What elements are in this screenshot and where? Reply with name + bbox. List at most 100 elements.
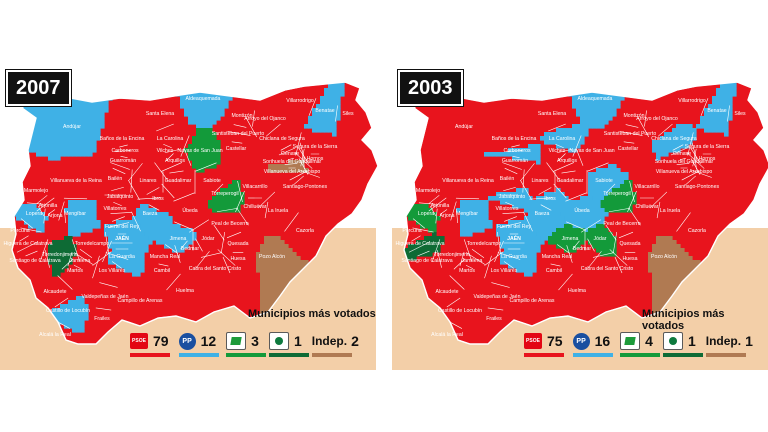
legend-title: Municipios más votados <box>248 308 376 320</box>
municipality-label: Mancha Real <box>150 254 181 260</box>
municipality-label: Arquillos <box>557 158 577 164</box>
municipality-label: Aldeaquemada <box>186 96 221 102</box>
municipality-label: Cabra del Santo Cristo <box>189 266 242 272</box>
municipality-labels: Andújar Baños de la Encina Santa Elena Alde… <box>395 96 746 338</box>
legend-swatch <box>178 353 219 357</box>
municipality-label: Sorihuela del Guadalimar <box>655 159 714 165</box>
municipality-label: Huelma <box>176 288 194 294</box>
municipality-label: Villanueva de la Reina <box>50 178 102 184</box>
indep-label: Indep. <box>705 334 742 348</box>
municipality-label: Martos <box>67 268 83 274</box>
municipality-label: La Iruela <box>268 208 288 214</box>
legend-item-indep: Indep. 2 <box>311 330 359 357</box>
municipality-label: Arjonilla <box>39 203 58 209</box>
municipality-label: Linares <box>531 178 548 184</box>
municipality-label: Arjona <box>440 213 455 219</box>
municipality-label: Vilches <box>157 148 174 154</box>
legend-swatch <box>572 353 613 357</box>
municipality-label: Génave <box>281 151 299 157</box>
municipality-label: Úbeda <box>182 207 197 214</box>
municipality-carolina <box>540 124 589 153</box>
municipality-label: Cambil <box>154 268 170 274</box>
municipality-label: Vilches <box>549 148 566 154</box>
municipality-label: Sabiote <box>203 178 221 184</box>
municipality-label: Navas de San Juan <box>177 148 222 154</box>
municipality-label: La Guardia <box>109 254 135 260</box>
municipality-label: Segura de la Sierra <box>293 144 338 150</box>
municipality-label: Chiclana de Segura <box>651 136 697 142</box>
municipality-label: Torreperogil <box>603 191 630 197</box>
pp-logo-icon: PP <box>572 332 590 350</box>
map-panel-2003: Andújar Baños de la Encina Santa Elena Alde… <box>384 60 768 370</box>
municipality-label: Villarrodrigo <box>286 98 314 104</box>
municipality-labels: Andújar Baños de la Encina Santa Elena Alde… <box>3 96 354 338</box>
map-panel-2007: Andújar Baños de la Encina Santa Elena Alde… <box>0 60 384 370</box>
municipality-label: Santisteban del Puerto <box>604 131 657 137</box>
iu-logo-icon <box>226 332 247 350</box>
municipality-label: Arquillos <box>165 158 185 164</box>
province-map-2007: Andújar Baños de la Encina Santa Elena Alde… <box>3 81 379 345</box>
municipality-label: Guarromán <box>502 158 528 164</box>
legend-count: 1 <box>293 333 302 349</box>
municipality-label: Úbeda <box>574 207 589 214</box>
municipality-label: Arroyo del Ojanco <box>636 116 678 122</box>
legend: PSOE 75 PP 16 4 1 Indep. 1 <box>524 328 763 357</box>
municipality-label: Jamilena <box>70 258 91 264</box>
year-badge: 2007 <box>6 70 71 106</box>
municipality-label: Siles <box>342 111 354 117</box>
legend-item-pp: PP 16 <box>572 330 613 357</box>
municipality-label: Santiago-Pontones <box>675 184 720 190</box>
municipality-label: Guarromán <box>110 158 136 164</box>
municipality-label: Baños de la Encina <box>100 136 145 142</box>
municipality-torreperogil <box>600 180 637 213</box>
municipality-label: Jamilena <box>462 258 483 264</box>
municipality-label: Mancha Real <box>542 254 573 260</box>
municipality-label: Bailén <box>500 176 515 182</box>
municipality-label: La Iruela <box>660 208 680 214</box>
municipality-label: Linares <box>139 178 156 184</box>
municipality-label: Carboneros <box>111 148 139 154</box>
municipality-label: Villatorres <box>104 206 127 212</box>
municipality-label: Segura de la Sierra <box>685 144 730 150</box>
municipality-label: Santiago de Calatrava <box>9 258 60 264</box>
municipality-label: Alcaudete <box>435 289 458 295</box>
municipality-label: Cazorla <box>296 228 314 234</box>
legend-count: 16 <box>594 333 611 349</box>
municipality-label: Villanueva del Arzobispo <box>264 169 321 175</box>
municipality-label: Jódar <box>594 236 607 242</box>
municipality-label: Villanueva de la Reina <box>442 178 494 184</box>
municipality-label: Navas de San Juan <box>569 148 614 154</box>
municipality-label: Mengíbar <box>64 211 86 217</box>
municipality-label: Lopera <box>418 211 434 217</box>
iu-logo-icon <box>620 332 641 350</box>
municipality-label: Alcalá la Real <box>39 332 71 338</box>
municipality-label: Villatorres <box>496 206 519 212</box>
municipality-label: Higuera de Calatrava <box>3 241 52 247</box>
legend: PSOE 79 PP 12 3 1 Indep. 2 <box>130 328 369 357</box>
municipality-label: Benatae <box>707 108 726 114</box>
legend-count: 75 <box>547 333 563 349</box>
municipality-label: Torredelcampo <box>75 241 109 247</box>
municipality-label: Jimena <box>170 236 187 242</box>
municipality-label: Montizón <box>231 113 252 119</box>
municipality-label: Génave <box>673 151 691 157</box>
legend-swatch <box>268 353 309 357</box>
municipality-navas <box>184 128 221 173</box>
municipality-baeza <box>528 204 565 241</box>
legend-item-pp: PP 12 <box>178 330 219 357</box>
municipality-jaen <box>108 236 153 253</box>
legend-title: Municipios más votados <box>642 308 725 332</box>
municipality-label: Guadalimar <box>557 178 584 184</box>
municipality-label: Torreperogil <box>211 191 238 197</box>
legend-count: 4 <box>645 333 653 349</box>
municipality-label: Valdepeñas de Jaén <box>474 294 521 300</box>
municipality-label: Frailes <box>486 316 502 322</box>
municipality-label: Jimena <box>562 236 579 242</box>
municipality-label: Alcalá la Real <box>431 332 463 338</box>
municipality-label: Baeza <box>143 211 158 217</box>
municipality-label: La Guardia <box>501 254 527 260</box>
municipality-label: Jabalquinto <box>107 194 134 200</box>
province-map-2003: Andújar Baños de la Encina Santa Elena Alde… <box>395 81 768 345</box>
legend-count: 2 <box>351 333 359 349</box>
province-border <box>11 81 379 345</box>
